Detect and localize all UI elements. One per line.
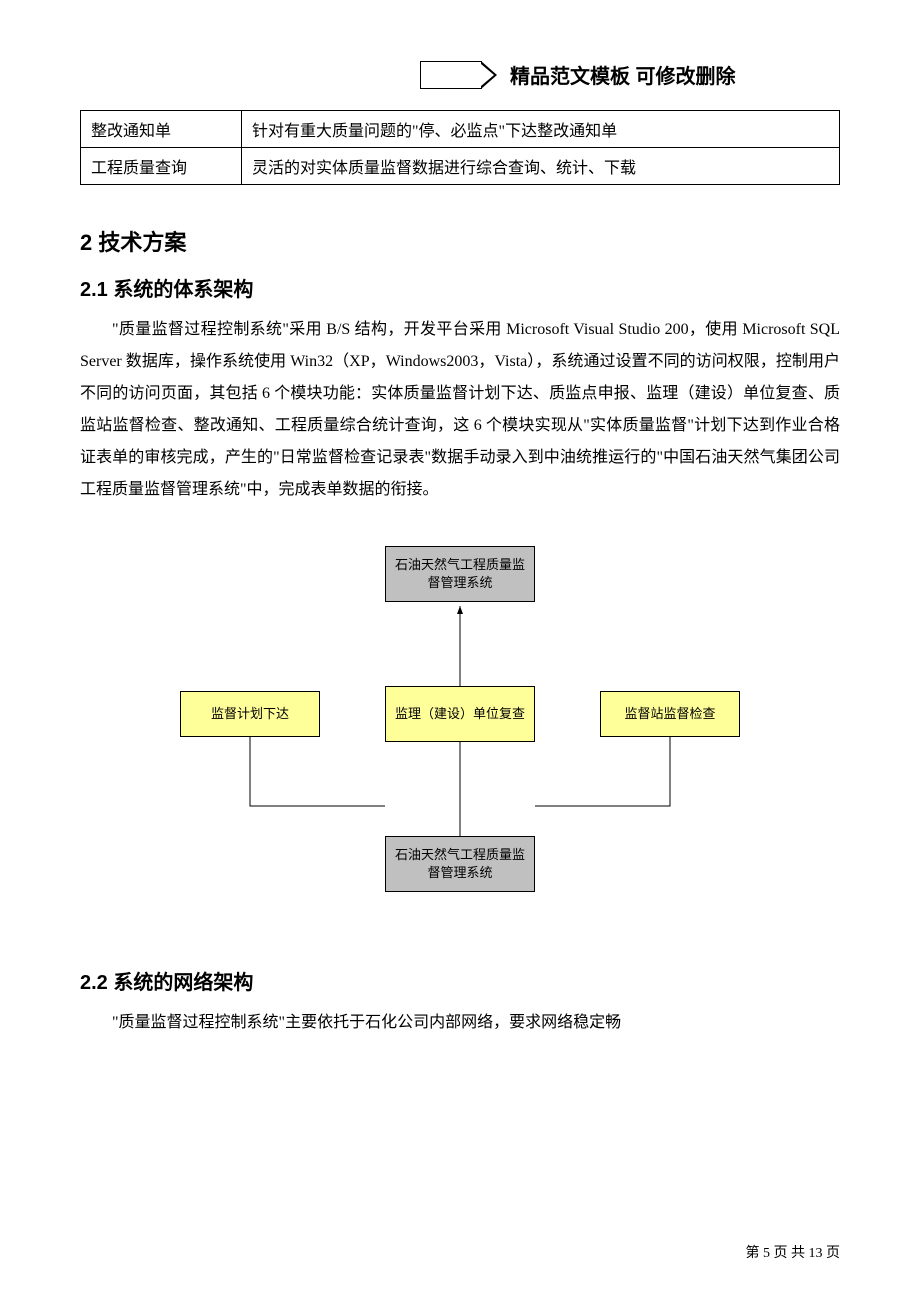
architecture-diagram: 石油天然气工程质量监督管理系统 监督计划下达 监理（建设）单位复查 监督站监督检… <box>160 536 760 936</box>
diagram-node-bottom: 石油天然气工程质量监督管理系统 <box>385 836 535 892</box>
footer-suffix: 页 <box>823 1246 841 1261</box>
footer-mid: 页 共 <box>770 1246 809 1261</box>
cell-r1c1: 整改通知单 <box>81 111 242 148</box>
cell-r2c2: 灵活的对实体质量监督数据进行综合查询、统计、下载 <box>242 148 840 185</box>
diagram-node-right: 监督站监督检查 <box>600 691 740 737</box>
paragraph-2-1: "质量监督过程控制系统"采用 B/S 结构，开发平台采用 Microsoft V… <box>80 314 840 506</box>
footer-prefix: 第 <box>746 1246 764 1261</box>
heading-2: 2 技术方案 <box>80 225 840 257</box>
content-area: 整改通知单 针对有重大质量问题的"停、必监点"下达整改通知单 工程质量查询 灵活… <box>80 110 840 1039</box>
footer-total: 13 <box>809 1246 823 1261</box>
page: 精品范文模板 可修改删除 整改通知单 针对有重大质量问题的"停、必监点"下达整改… <box>0 0 920 1302</box>
table-row: 工程质量查询 灵活的对实体质量监督数据进行综合查询、统计、下载 <box>81 148 840 185</box>
heading-2-2: 2.2 系统的网络架构 <box>80 966 840 995</box>
diagram-node-top: 石油天然气工程质量监督管理系统 <box>385 546 535 602</box>
cell-r2c1: 工程质量查询 <box>81 148 242 185</box>
table-row: 整改通知单 针对有重大质量问题的"停、必监点"下达整改通知单 <box>81 111 840 148</box>
paragraph-2-2: "质量监督过程控制系统"主要依托于石化公司内部网络，要求网络稳定畅 <box>80 1007 840 1039</box>
diagram-node-left: 监督计划下达 <box>180 691 320 737</box>
header-text: 精品范文模板 可修改删除 <box>510 60 736 89</box>
page-footer: 第 5 页 共 13 页 <box>746 1242 841 1262</box>
arrow-icon <box>420 61 482 89</box>
diagram-node-mid: 监理（建设）单位复查 <box>385 686 535 742</box>
heading-2-1: 2.1 系统的体系架构 <box>80 273 840 302</box>
footer-page: 5 <box>763 1246 770 1261</box>
header-arrow-line: 精品范文模板 可修改删除 <box>420 60 736 89</box>
cell-r1c2: 针对有重大质量问题的"停、必监点"下达整改通知单 <box>242 111 840 148</box>
top-table: 整改通知单 针对有重大质量问题的"停、必监点"下达整改通知单 工程质量查询 灵活… <box>80 110 840 185</box>
